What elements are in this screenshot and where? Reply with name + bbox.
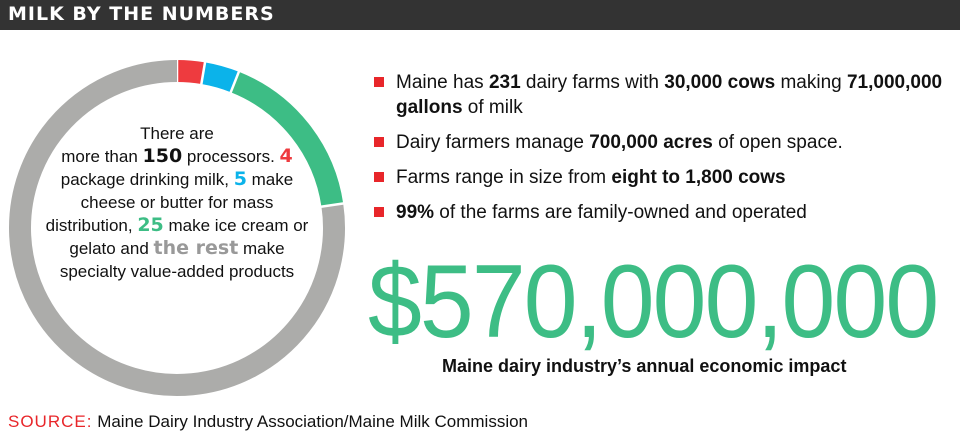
bullet-square-icon bbox=[374, 207, 384, 217]
rest-label: the rest bbox=[153, 237, 239, 259]
page-title: MILK BY THE NUMBERS bbox=[8, 3, 275, 25]
text: There are bbox=[140, 124, 214, 143]
source-line: SOURCE: Maine Dairy Industry Association… bbox=[8, 412, 528, 432]
fact-highlight: 231 bbox=[488, 72, 521, 93]
fact-item: Dairy farmers manage 700,000 acres of op… bbox=[372, 130, 952, 155]
fact-highlight: 99% bbox=[396, 202, 435, 223]
donut-slice-0 bbox=[176, 60, 206, 85]
donut-center-text: There are more than 150 processors. 4 pa… bbox=[45, 122, 309, 283]
fact-item: Maine has 231 dairy farms with 30,000 co… bbox=[372, 70, 952, 120]
text: processors. bbox=[186, 147, 280, 166]
header-bar: MILK BY THE NUMBERS bbox=[0, 0, 960, 30]
fact-highlight: eight to 1,800 cows bbox=[611, 167, 786, 188]
facts-list: Maine has 231 dairy farms with 30,000 co… bbox=[372, 70, 952, 235]
economic-impact-caption: Maine dairy industry’s annual economic i… bbox=[442, 356, 847, 376]
fact-highlight: 700,000 acres bbox=[589, 132, 713, 153]
fact-item: 99% of the farms are family-owned and op… bbox=[372, 200, 952, 225]
fact-text: making bbox=[775, 72, 847, 93]
fact-text: of milk bbox=[462, 97, 523, 118]
slice-gap bbox=[198, 51, 209, 96]
cheese-count: 5 bbox=[233, 168, 247, 190]
donut-slice-3 bbox=[9, 60, 345, 396]
fact-text: Farms range in size from bbox=[396, 167, 612, 188]
slice-gap bbox=[310, 200, 355, 210]
economic-impact-value: $570,000,000 bbox=[368, 244, 939, 360]
fact-text: Maine has bbox=[396, 72, 489, 93]
donut-slice-2 bbox=[230, 71, 344, 207]
milk-count: 4 bbox=[279, 145, 293, 167]
fact-text: of the farms are family-owned and operat… bbox=[434, 202, 807, 223]
donut-slice-1 bbox=[201, 62, 239, 93]
ice-cream-count: 25 bbox=[137, 214, 164, 236]
fact-text: of open space. bbox=[712, 132, 843, 153]
fact-highlight: 71,000,000 gallons bbox=[396, 72, 943, 118]
source-label: SOURCE: bbox=[8, 412, 93, 431]
fact-text: Dairy farmers manage bbox=[396, 132, 590, 153]
fact-text: dairy farms with bbox=[520, 72, 665, 93]
fact-item: Farms range in size from eight to 1,800 … bbox=[372, 165, 952, 190]
source-text: Maine Dairy Industry Association/Maine M… bbox=[92, 412, 529, 431]
text: make cheese or butter for mass distribut… bbox=[45, 170, 294, 235]
text: make specialty value-added products bbox=[59, 239, 295, 281]
slice-gap bbox=[225, 61, 245, 103]
text: package drinking milk, bbox=[60, 170, 234, 189]
text: make ice cream or gelato and bbox=[69, 216, 309, 258]
bullet-square-icon bbox=[374, 172, 384, 182]
bullet-square-icon bbox=[374, 77, 384, 87]
fact-highlight: 30,000 cows bbox=[664, 72, 776, 93]
bullet-square-icon bbox=[374, 137, 384, 147]
text: more than bbox=[61, 147, 143, 166]
total-processors: 150 bbox=[142, 145, 183, 167]
processors-donut-chart bbox=[9, 49, 355, 396]
